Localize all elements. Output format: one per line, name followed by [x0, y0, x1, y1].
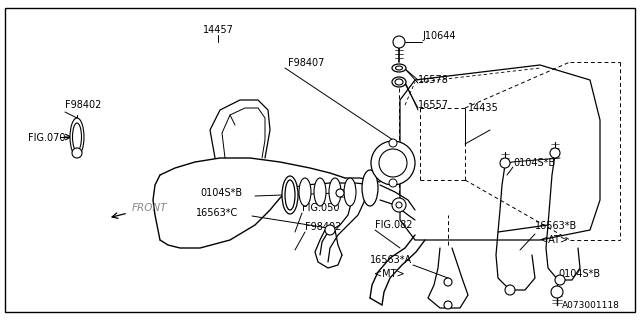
- Ellipse shape: [285, 180, 295, 210]
- Text: F98407: F98407: [288, 58, 324, 68]
- Text: F98402: F98402: [305, 222, 341, 232]
- Text: 0104S*B: 0104S*B: [558, 269, 600, 279]
- Text: 16563*B: 16563*B: [535, 221, 577, 231]
- Text: 0104S*B: 0104S*B: [200, 188, 242, 198]
- Text: 0104S*B: 0104S*B: [513, 158, 555, 168]
- Circle shape: [72, 148, 82, 158]
- Ellipse shape: [395, 79, 403, 85]
- Ellipse shape: [70, 118, 84, 156]
- Text: <MT>: <MT>: [374, 269, 404, 279]
- Ellipse shape: [299, 178, 311, 206]
- Circle shape: [379, 149, 407, 177]
- Text: 16578: 16578: [418, 75, 449, 85]
- Text: A073001118: A073001118: [562, 301, 620, 310]
- Circle shape: [505, 285, 515, 295]
- Circle shape: [444, 278, 452, 286]
- Circle shape: [550, 148, 560, 158]
- Text: 16557: 16557: [418, 100, 449, 110]
- Ellipse shape: [396, 66, 403, 70]
- Circle shape: [396, 202, 402, 208]
- Text: 14435: 14435: [468, 103, 499, 113]
- Circle shape: [325, 225, 335, 235]
- Polygon shape: [400, 65, 600, 240]
- Ellipse shape: [392, 64, 406, 72]
- Circle shape: [371, 141, 415, 185]
- Circle shape: [389, 179, 397, 187]
- Circle shape: [555, 275, 565, 285]
- Text: F98402: F98402: [65, 100, 101, 110]
- Circle shape: [551, 286, 563, 298]
- Circle shape: [392, 198, 406, 212]
- Text: <AT>: <AT>: [540, 235, 568, 245]
- Text: 14457: 14457: [203, 25, 234, 35]
- Ellipse shape: [329, 178, 341, 206]
- Text: FIG.082: FIG.082: [375, 220, 413, 230]
- Text: 16563*A: 16563*A: [370, 255, 412, 265]
- Circle shape: [393, 36, 405, 48]
- Circle shape: [336, 189, 344, 197]
- Ellipse shape: [392, 77, 406, 87]
- Circle shape: [500, 158, 510, 168]
- Ellipse shape: [314, 178, 326, 206]
- Text: FIG.050: FIG.050: [302, 203, 339, 213]
- Text: J10644: J10644: [422, 31, 456, 41]
- Ellipse shape: [72, 123, 81, 151]
- Ellipse shape: [344, 178, 356, 206]
- Ellipse shape: [362, 170, 378, 206]
- Text: FIG.070: FIG.070: [28, 133, 65, 143]
- Text: FRONT: FRONT: [132, 203, 168, 213]
- Circle shape: [444, 301, 452, 309]
- Ellipse shape: [282, 176, 298, 214]
- Text: 16563*C: 16563*C: [196, 208, 238, 218]
- Circle shape: [389, 139, 397, 147]
